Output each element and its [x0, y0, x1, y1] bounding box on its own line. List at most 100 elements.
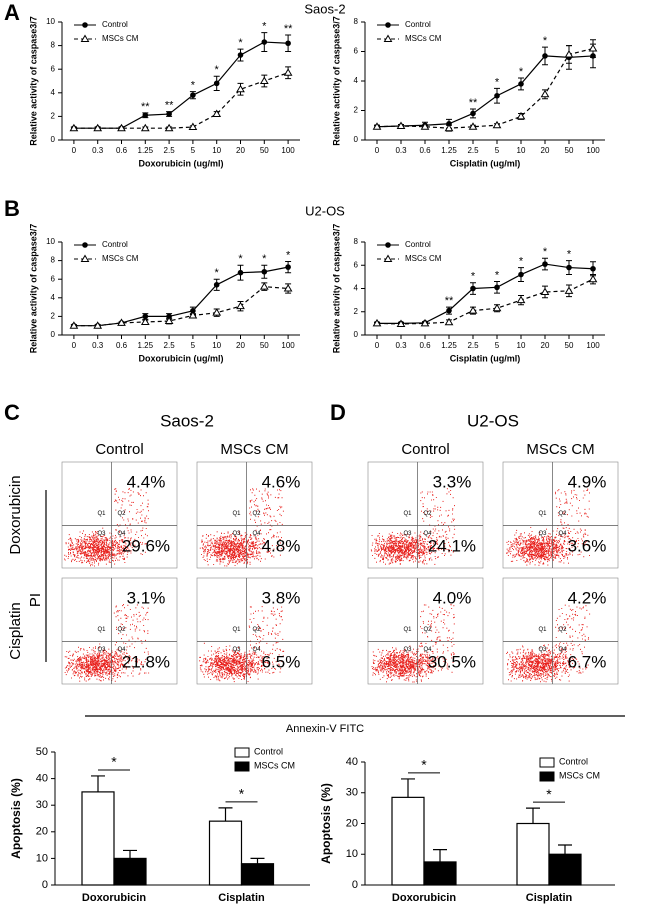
series-line	[73, 266, 289, 327]
marker	[190, 308, 196, 314]
quadrant-label: Q2	[117, 627, 126, 633]
y-tick-label: 10	[346, 848, 358, 860]
y-tick-label: 20	[346, 817, 358, 829]
y-tick-label: 2	[354, 106, 359, 115]
significance: **	[469, 97, 478, 109]
marker	[283, 284, 293, 292]
bar	[548, 853, 582, 886]
x-tick-label: 0	[375, 146, 380, 155]
quadrant-label: Q3	[403, 647, 412, 653]
marker	[117, 123, 126, 132]
significance: *	[543, 246, 548, 258]
marker	[518, 81, 524, 87]
x-tick-label: 0.3	[92, 341, 104, 350]
percent-lower: 4.8%	[262, 536, 301, 555]
marker	[468, 122, 478, 130]
percent-lower: 30.5%	[428, 652, 476, 671]
marker	[564, 286, 574, 294]
x-tick-label: 5	[191, 146, 196, 155]
x-axis-label: Doxorubicin (ug/ml)	[139, 158, 224, 168]
marker	[261, 39, 268, 45]
y-tick-label: 4	[354, 284, 359, 293]
marker	[285, 264, 291, 270]
marker	[470, 285, 476, 292]
significance: *	[519, 255, 524, 267]
legend-marker	[383, 254, 393, 262]
y-tick-label: 2	[51, 112, 56, 121]
legend-swatch	[234, 747, 250, 758]
marker	[588, 274, 598, 283]
percent-upper: 4.0%	[433, 589, 472, 608]
marker	[213, 80, 220, 87]
y-tick-label: 2	[51, 312, 56, 321]
quadrant-label: Q4	[423, 531, 432, 537]
column-header: Control	[95, 441, 143, 458]
panel-letter: B	[4, 196, 20, 221]
series-line	[73, 41, 289, 129]
series-line	[376, 278, 594, 325]
y-axis-label: Relative activity of caspase3/7	[331, 16, 341, 146]
percent-lower: 3.6%	[568, 536, 607, 555]
percent-lower: 24.1%	[428, 536, 476, 555]
y-tick-label: 6	[51, 64, 56, 73]
dot-cloud	[506, 604, 591, 683]
percent-upper: 3.1%	[127, 589, 166, 608]
marker	[93, 321, 103, 329]
legend-marker	[82, 242, 88, 248]
marker	[190, 92, 196, 98]
x-tick-label: 20	[541, 146, 550, 155]
quadrant-label: Q3	[538, 647, 547, 653]
y-tick-label: 0	[51, 330, 56, 339]
y-tick-label: 4	[354, 76, 359, 85]
quadrant-label: Q4	[117, 647, 126, 653]
marker	[166, 111, 172, 117]
marker	[140, 123, 150, 132]
legend-marker	[385, 242, 391, 248]
quadrant-label: Q1	[232, 511, 241, 517]
series-line	[73, 72, 289, 129]
x-tick-label: 0.6	[419, 146, 431, 155]
marker	[237, 52, 244, 58]
marker	[420, 122, 430, 130]
significance: *	[495, 76, 500, 88]
legend-marker	[82, 22, 88, 28]
significance: *	[286, 249, 291, 261]
x-tick-label: 0.6	[419, 341, 431, 350]
y-axis-label: Apoptosis (%)	[319, 783, 333, 864]
dot-cloud	[370, 488, 456, 565]
significance: *	[421, 757, 427, 773]
error-bar	[91, 775, 105, 792]
x-tick-label: 50	[260, 146, 269, 155]
marker	[140, 317, 150, 325]
quadrant-label: Q4	[117, 531, 126, 537]
x-tick-label: 0.3	[395, 341, 407, 350]
x-tick-label: 20	[541, 341, 550, 350]
x-tick-label: 20	[236, 146, 245, 155]
bar	[208, 820, 243, 886]
significance: **	[165, 100, 174, 112]
section-title: U2-OS	[467, 411, 519, 430]
y-tick-label: 20	[36, 826, 48, 838]
marker	[285, 40, 291, 47]
legend-label: MSCs CM	[102, 34, 139, 43]
marker	[117, 318, 126, 326]
panel-letter: A	[4, 0, 20, 25]
significance: *	[567, 249, 572, 261]
quadrant-label: Q2	[558, 511, 567, 517]
y-axis-label: Relative activity of caspase3/7	[331, 224, 341, 354]
marker	[164, 316, 174, 325]
x-tick-label: 0	[375, 341, 380, 350]
y-tick-label: 10	[46, 17, 55, 26]
marker	[259, 76, 269, 84]
column-header: Control	[401, 441, 449, 458]
legend-label: MSCs CM	[405, 34, 442, 43]
quadrant-label: Q1	[538, 511, 547, 517]
y-tick-label: 0	[51, 135, 56, 144]
percent-lower: 21.8%	[122, 652, 170, 671]
y-axis-label: Relative activity of caspase3/7	[28, 16, 38, 146]
marker	[540, 89, 550, 98]
percent-lower: 29.6%	[122, 536, 170, 555]
marker	[516, 111, 526, 120]
significance: *	[546, 786, 552, 802]
x-tick-label: 100	[281, 146, 295, 155]
